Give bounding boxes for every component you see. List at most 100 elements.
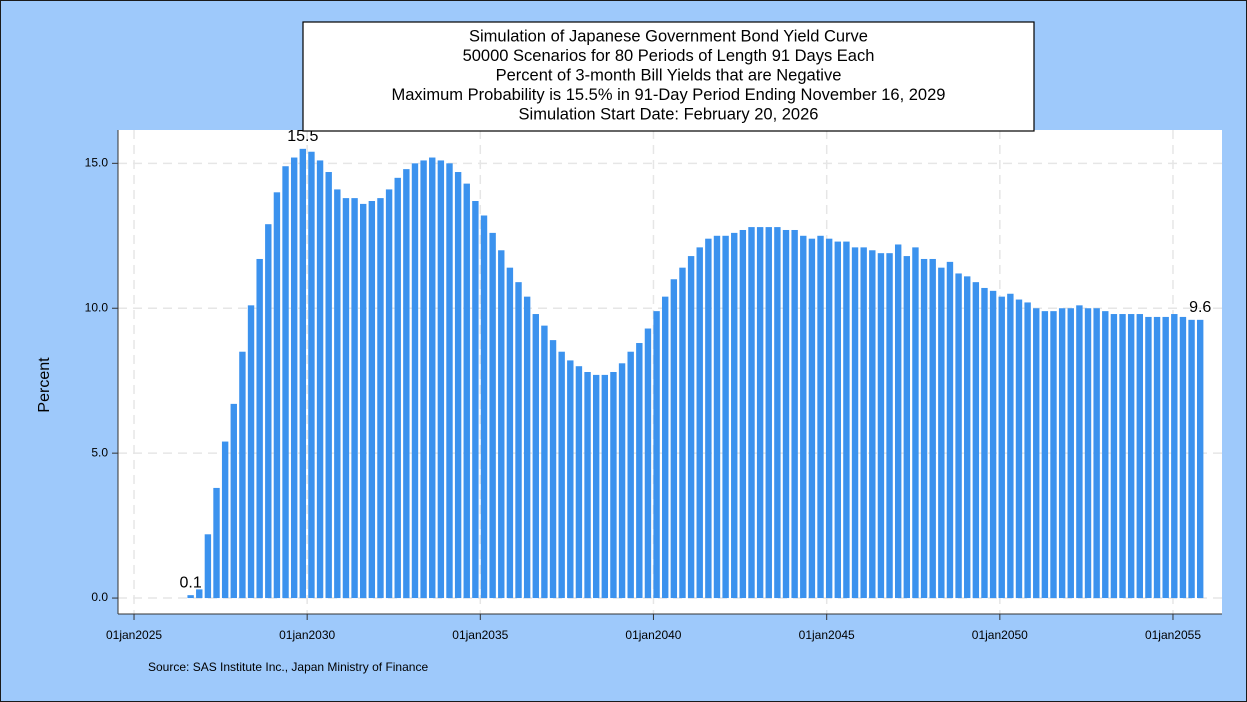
bar [342, 198, 350, 599]
bar [894, 244, 902, 599]
bar [429, 157, 436, 599]
y-tick-label: 15.0 [85, 156, 109, 170]
bar [1179, 316, 1187, 599]
bar [851, 247, 859, 599]
bar [1102, 311, 1109, 599]
bar [316, 160, 324, 599]
bar [472, 201, 479, 599]
title-line: Simulation Start Date: February 20, 2026 [519, 105, 819, 123]
bar [989, 290, 997, 599]
bar [360, 203, 367, 599]
bar [610, 372, 617, 599]
bar [1050, 311, 1057, 599]
bar [912, 247, 919, 599]
bar [368, 201, 376, 599]
bar [739, 229, 747, 599]
axes: 0.0 5.0 10.0 15.0 01jan2025 01jan2030 01jan203… [85, 156, 1202, 643]
bar [1033, 308, 1040, 599]
bar [1007, 293, 1014, 599]
bar [1136, 314, 1143, 599]
bars [187, 148, 1204, 599]
bar [636, 343, 643, 599]
bar [265, 224, 272, 599]
title-line: Simulation of Japanese Government Bond Y… [469, 27, 868, 45]
bar [351, 198, 358, 599]
bar [886, 253, 893, 599]
y-tick-label: 0.0 [91, 590, 108, 604]
bar [1076, 305, 1083, 599]
bar [299, 148, 307, 599]
x-tick-label: 01jan2040 [625, 628, 681, 642]
bar [334, 189, 341, 599]
bar [817, 235, 824, 599]
bar [489, 232, 496, 599]
bar [998, 296, 1005, 599]
bar [1058, 308, 1066, 599]
bar [679, 267, 686, 599]
bar [731, 232, 738, 599]
bar [756, 227, 764, 599]
bar [480, 215, 488, 599]
x-tick-label: 01jan2030 [279, 628, 335, 642]
bar [282, 166, 289, 599]
bar [454, 172, 462, 599]
bar [946, 261, 954, 599]
bar [869, 250, 876, 599]
bar [403, 169, 410, 599]
bar [1067, 308, 1074, 599]
bar [592, 374, 600, 599]
bar [644, 328, 652, 599]
bar [705, 238, 712, 599]
source-note: Source: SAS Institute Inc., Japan Minist… [148, 660, 428, 674]
bar [1145, 316, 1152, 599]
bar [800, 235, 807, 599]
x-tick-label: 01jan2055 [1145, 628, 1201, 642]
bar [860, 247, 867, 599]
bar [834, 241, 841, 599]
bar [558, 351, 565, 599]
bar [273, 192, 281, 599]
bar [843, 241, 850, 599]
bar [1084, 308, 1092, 599]
bar [394, 177, 401, 599]
bar [204, 534, 212, 599]
x-tick-label: 01jan2035 [452, 628, 508, 642]
title-box [302, 21, 1035, 132]
bar [187, 595, 194, 599]
bar [627, 351, 634, 599]
bar [290, 157, 298, 599]
labels: 0.1 15.5 9.6 [180, 128, 1212, 591]
bar [722, 235, 729, 599]
bar [791, 229, 798, 599]
bar [774, 227, 781, 599]
bar [782, 229, 790, 599]
x-tick-label: 01jan2025 [106, 628, 162, 642]
bar [964, 276, 971, 599]
bar [498, 250, 505, 599]
bar [256, 258, 263, 599]
x-tick-label: 01jan2045 [799, 628, 855, 642]
bar [437, 160, 445, 599]
bar [1093, 308, 1100, 599]
bar [1162, 316, 1169, 599]
bar [584, 372, 591, 599]
bar [1196, 319, 1204, 599]
bar [575, 366, 583, 599]
bar [972, 282, 980, 599]
bar [420, 160, 427, 599]
bar [411, 163, 419, 599]
y-axis-label: Percent [36, 357, 53, 413]
bar [662, 296, 669, 599]
bar [765, 227, 772, 599]
bar [385, 189, 393, 599]
bar [325, 172, 332, 599]
bar [230, 403, 237, 599]
bar [463, 183, 470, 599]
x-tick-label: 01jan2050 [972, 628, 1028, 642]
bar [938, 267, 945, 599]
bar [377, 198, 384, 599]
bar [239, 351, 246, 599]
bar [877, 253, 885, 599]
bar [221, 441, 229, 599]
bar [653, 311, 660, 599]
